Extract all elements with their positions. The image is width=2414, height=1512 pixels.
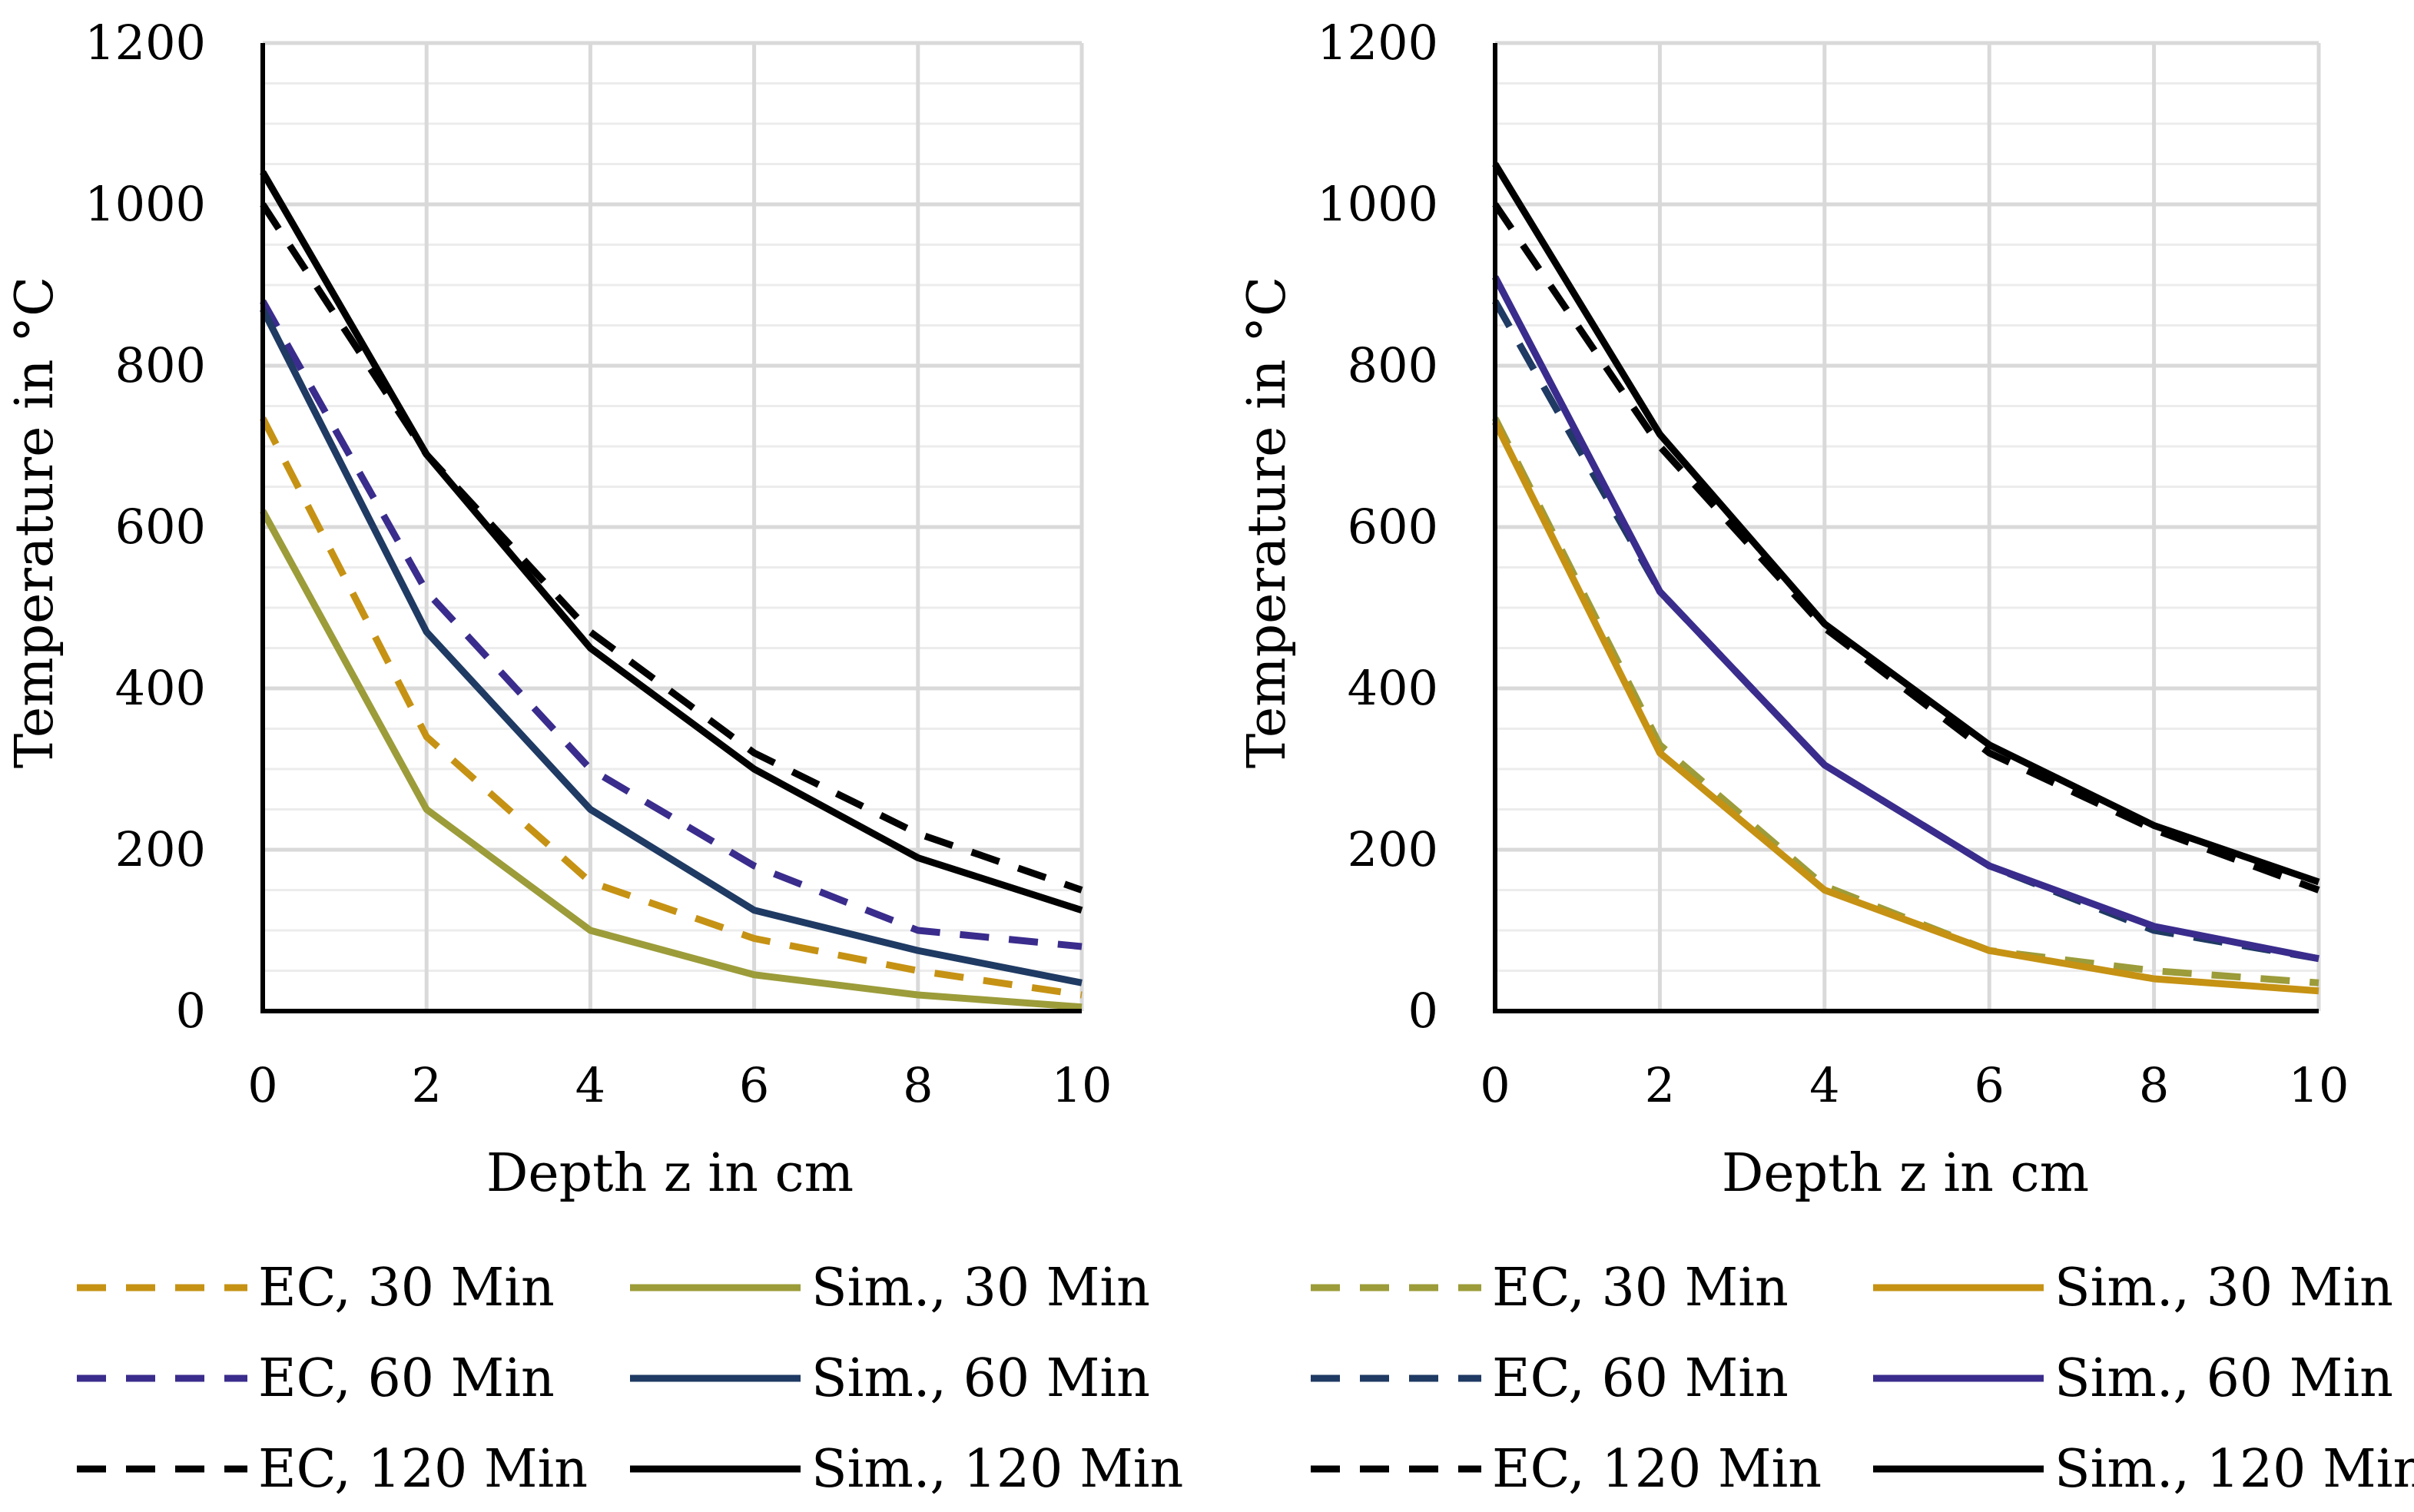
series-line-3: [259, 307, 1083, 986]
legend-label: Sim., 60 Min: [2054, 1348, 2393, 1409]
y-tick-label: 1000: [1317, 176, 1438, 232]
series-line-5: [260, 170, 1083, 914]
series-line-1: [260, 509, 1083, 1011]
x-tick-label: 0: [1480, 1057, 1510, 1113]
y-axis-label: Temperature in °C: [5, 277, 65, 768]
legend-label: EC, 30 Min: [258, 1258, 555, 1318]
y-tick-label: 400: [1348, 660, 1438, 716]
series-line-4: [1492, 202, 2320, 894]
y-tick-label: 800: [115, 337, 206, 393]
y-tick-label: 0: [1408, 983, 1438, 1039]
series-line-0: [259, 416, 1083, 999]
series-line-0: [1491, 416, 2319, 986]
legend-label: EC, 120 Min: [1492, 1439, 1822, 1500]
legend-label: Sim., 120 Min: [811, 1439, 1183, 1500]
x-tick-label: 2: [1645, 1057, 1675, 1113]
series-line-2: [1492, 299, 2319, 963]
legend-label: EC, 120 Min: [258, 1439, 588, 1500]
x-axis-label: Depth z in cm: [486, 1143, 854, 1204]
y-tick-label: 1200: [1317, 15, 1438, 71]
y-tick-label: 1000: [85, 176, 206, 232]
y-tick-label: 600: [1348, 499, 1438, 555]
x-tick-label: 10: [2289, 1057, 2349, 1113]
x-tick-label: 4: [1809, 1057, 1839, 1113]
legend-label: EC, 30 Min: [1492, 1258, 1789, 1318]
x-tick-label: 6: [739, 1057, 769, 1113]
y-tick-label: 0: [176, 983, 206, 1039]
legend-label: Sim., 60 Min: [811, 1348, 1150, 1409]
y-tick-label: 800: [1348, 337, 1438, 393]
x-tick-label: 2: [411, 1057, 441, 1113]
y-tick-label: 600: [115, 499, 206, 555]
left-chart: 0 200 400 600 800 1000 1200 0 2 4 6 8 10 Depth z in c…: [5, 15, 1183, 1500]
y-tick-label: 1200: [85, 15, 206, 71]
x-tick-label: 8: [903, 1057, 933, 1113]
x-tick-label: 6: [1974, 1057, 2004, 1113]
legend-label: Sim., 30 Min: [811, 1258, 1150, 1318]
y-axis-label: Temperature in °C: [1237, 277, 1298, 768]
legend-label: EC, 60 Min: [1492, 1348, 1789, 1409]
x-tick-label: 10: [1052, 1057, 1112, 1113]
y-tick-label: 400: [115, 660, 206, 716]
x-tick-label: 4: [575, 1057, 605, 1113]
y-tick-label: 200: [115, 821, 206, 877]
legend-label: EC, 60 Min: [258, 1348, 555, 1409]
legend-label: Sim., 120 Min: [2054, 1439, 2414, 1500]
right-chart: 0 200 400 600 800 1000 1200 0 2 4 6 8 10 Depth z in c…: [1237, 15, 2414, 1500]
y-tick-label: 200: [1348, 821, 1438, 877]
series-line-3: [1492, 275, 2319, 963]
legend-label: Sim., 30 Min: [2054, 1258, 2393, 1318]
x-tick-label: 8: [2139, 1057, 2169, 1113]
x-tick-label: 0: [247, 1057, 277, 1113]
x-axis-label: Depth z in cm: [1722, 1143, 2089, 1204]
series-line-5: [1492, 162, 2320, 886]
series-line-1: [1491, 420, 2319, 995]
